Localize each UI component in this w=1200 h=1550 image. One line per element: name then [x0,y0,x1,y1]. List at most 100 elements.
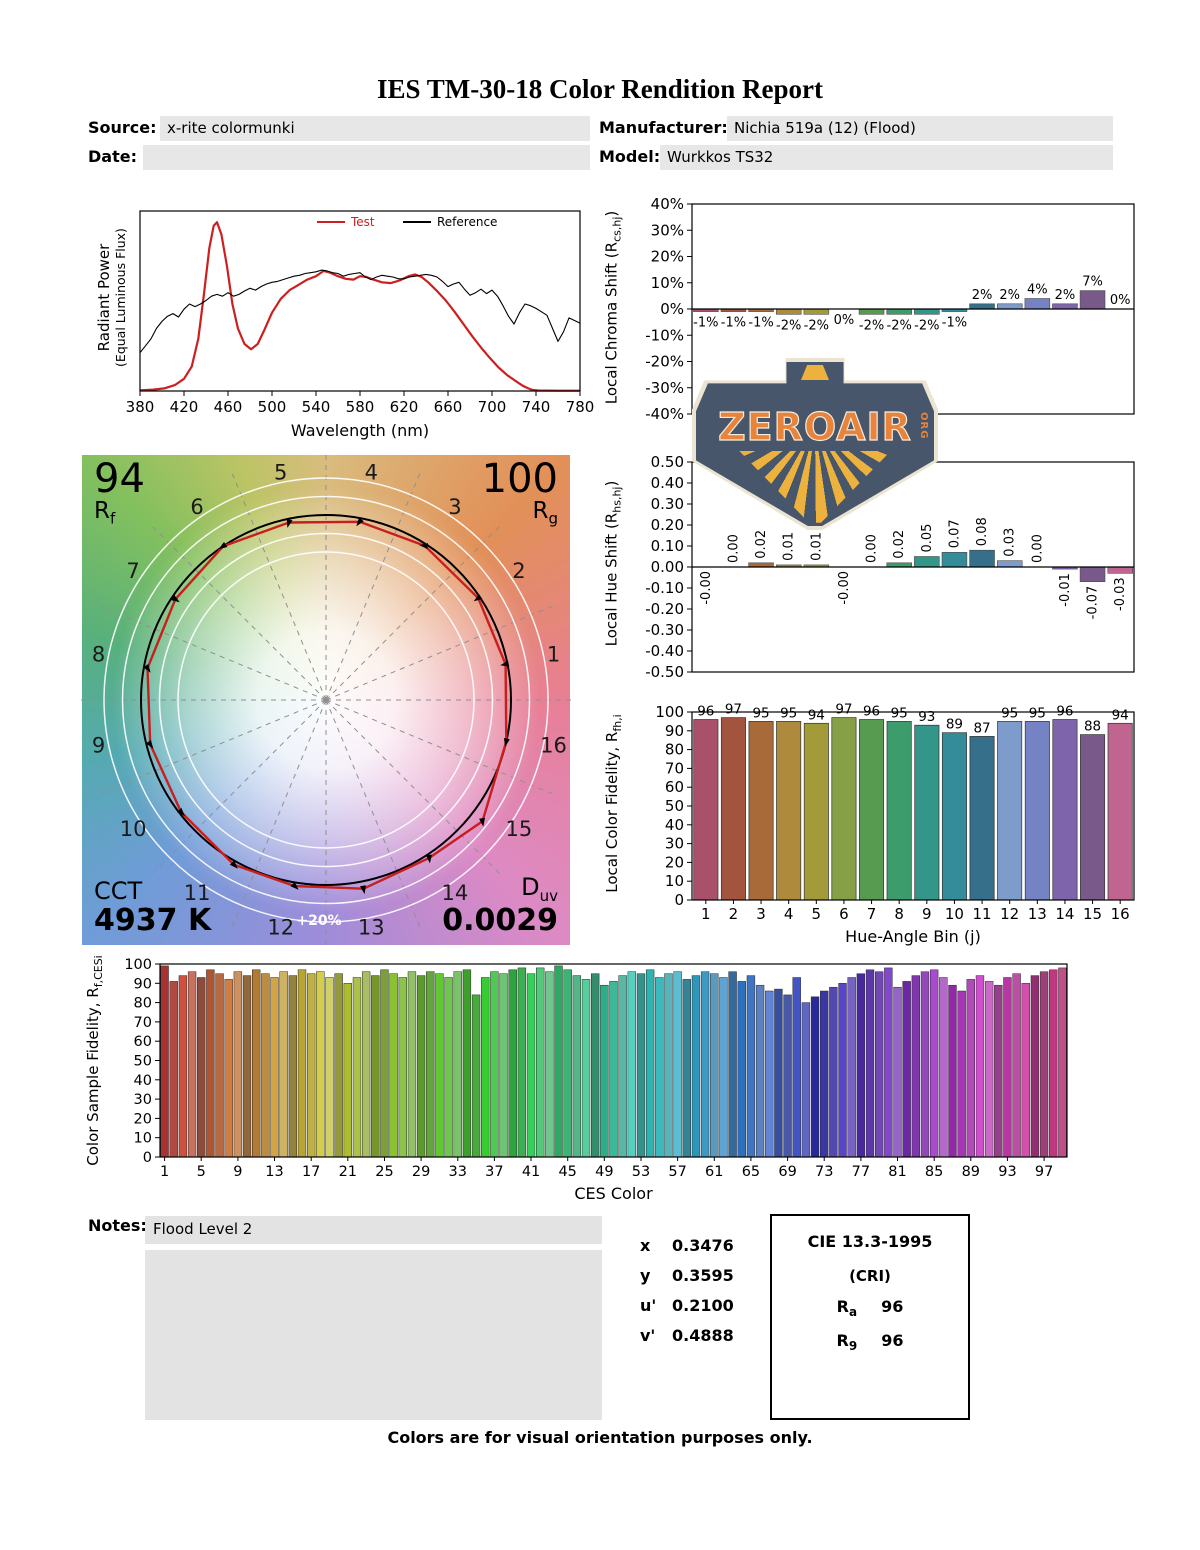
ces-y-label-sub: f,CESi [91,955,105,988]
bar-value-label: -2% [914,318,939,333]
ces-bar [783,994,792,1158]
cvg-grid-circle [177,551,475,849]
bar-value-label: -0.07 [1086,586,1101,620]
cvg-hue-arrow [143,664,151,673]
model-label: Model: [599,147,661,166]
bar-value-label: 95 [891,705,908,721]
ces-bar [481,977,490,1158]
rf-local-y-axis-label-text: Local Color Fidelity, Rfh,i [603,714,624,893]
chromaticity-coordinates: x 0.3476 y 0.3595 u' 0.2100 v' 0.4888 [640,1236,734,1356]
date-value [143,145,590,170]
rf-bar [1024,721,1050,901]
ces-bar [939,977,948,1158]
hue-bar [914,556,940,568]
tick-label: 53 [632,1164,650,1180]
tick-label: -40% [645,405,684,423]
ces-bar [581,979,591,1158]
cvg-grid-circle [158,532,494,868]
cvg-grid-ray [98,699,327,795]
rf-bar [693,719,719,901]
cvg-hue-arrow [419,543,428,549]
chroma-bar [1052,303,1078,310]
ces-bar [957,990,966,1158]
rg-value: 100 [481,456,558,502]
cri-subtitle: (CRI) [849,1267,891,1285]
ra-label-sub: a [848,1305,858,1320]
tick-label: 89 [962,1164,980,1180]
chroma-y-label-sub: cs,hj [610,216,624,242]
bar-value-label: 4% [1027,283,1048,298]
tick-label: 1 [160,1164,169,1180]
cvg-hue-arrow [504,738,510,747]
hue-bar [1107,566,1133,574]
cvg-grid-circle [103,477,549,923]
ces-bar [929,969,939,1158]
ra-label: Ra [837,1297,857,1319]
bar-value-label: -2% [859,318,884,333]
ces-bar [700,971,710,1158]
ces-bar [1021,983,1030,1158]
tick-label: 90 [665,722,684,740]
ces-bar [911,975,921,1158]
tick-label: -0.50 [645,663,684,681]
ces-bar [737,981,746,1158]
tick-label: 380 [126,398,155,416]
r9-row: R9 96 [772,1331,968,1353]
cvg-grid-ray [98,605,327,701]
cvg-hue-arrow [473,594,483,602]
rf-bar [748,721,774,901]
cvg-hue-arrow [479,817,485,827]
ces-y-label-main: Color Sample Fidelity, R [83,987,102,1166]
tick-label: 420 [170,398,199,416]
chroma-bar [803,308,830,315]
hue-chart-svg: -0.00 0.00 0.02 0.01 0.01 -0.00 0.00 0.02 0.05 0.… [645,453,1135,681]
ces-bar [792,977,801,1158]
x-axis-label: Wavelength (nm) [291,421,429,440]
tick-label: 81 [888,1164,906,1180]
tick-label: 45 [558,1164,576,1180]
ces-bar [875,971,884,1158]
bar-value-label: -0.01 [1058,573,1073,607]
coord-v-value: 0.4888 [672,1326,734,1345]
coord-x-value: 0.3476 [672,1236,734,1255]
tick-label: -0.20 [645,600,684,618]
cvg-hue-arrow [286,518,293,528]
tick-label: 30 [665,835,684,853]
ces-bar [508,969,517,1158]
duv-readout: Duv 0.0029 [442,874,558,937]
cvg-hue-arrow [290,881,299,890]
hue-bar [996,560,1023,568]
chroma-bar [969,303,995,310]
bar-value-label: 94 [808,707,825,723]
tick-label: 40 [665,816,684,834]
ces-bar [178,975,188,1158]
hue-bin-number: 15 [506,817,533,841]
chroma-bar [776,308,802,315]
ces-bar [316,971,325,1158]
bar-value-label: 0.00 [865,534,880,563]
rf-bar [803,722,829,901]
tick-label: 30 [134,1092,152,1108]
legend-label: Test [350,215,375,229]
hue-y-label-sub: hs,hj [610,486,624,513]
cvg-hue-arrow [356,517,364,527]
coord-row-x: x 0.3476 [640,1236,734,1266]
bar-value-label: 89 [946,717,963,733]
ces-bar [187,971,197,1158]
source-value: x-rite colormunki [160,116,590,141]
tick-label: 20% [651,248,684,266]
ces-bar [884,967,893,1158]
report-title: IES TM-30-18 Color Rendition Report [376,74,823,104]
rf-value: 94 [94,456,145,502]
ces-bar [215,973,224,1158]
hue-bar [969,549,995,568]
ces-bar [609,981,618,1158]
tick-label: 77 [852,1164,870,1180]
bar-value-label: 93 [918,709,935,725]
tick-label: 460 [214,398,243,416]
duv-label: Duv [442,874,558,904]
ces-bar [325,977,334,1158]
ces-bar [435,973,444,1158]
date-label: Date: [88,147,137,166]
